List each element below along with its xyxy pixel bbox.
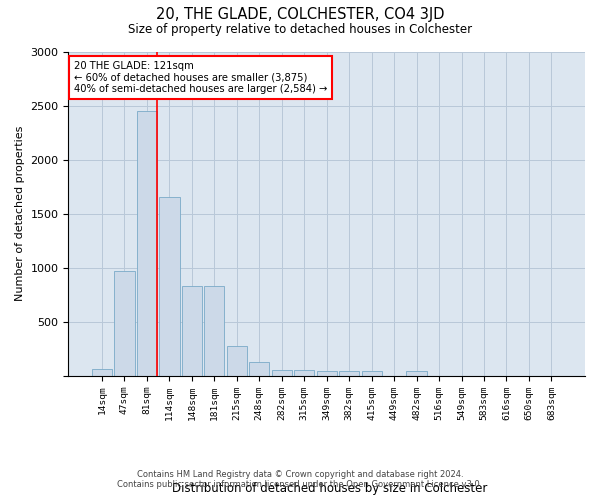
Bar [182,286,202,376]
Bar [137,111,157,376]
Bar [317,371,337,376]
Text: Size of property relative to detached houses in Colchester: Size of property relative to detached ho… [128,22,472,36]
Text: Contains HM Land Registry data © Crown copyright and database right 2024.
Contai: Contains HM Land Registry data © Crown c… [118,470,482,489]
Bar [159,198,179,376]
Bar [249,362,269,376]
Bar [115,271,134,376]
Bar [227,346,247,376]
Bar [272,370,292,376]
Y-axis label: Number of detached properties: Number of detached properties [15,126,25,302]
Text: Distribution of detached houses by size in Colchester: Distribution of detached houses by size … [172,482,488,495]
Bar [92,370,112,376]
Bar [339,372,359,376]
Bar [294,370,314,376]
Text: 20, THE GLADE, COLCHESTER, CO4 3JD: 20, THE GLADE, COLCHESTER, CO4 3JD [156,8,444,22]
Bar [362,372,382,376]
Text: 20 THE GLADE: 121sqm
← 60% of detached houses are smaller (3,875)
40% of semi-de: 20 THE GLADE: 121sqm ← 60% of detached h… [74,61,327,94]
Bar [406,372,427,376]
Bar [204,286,224,376]
